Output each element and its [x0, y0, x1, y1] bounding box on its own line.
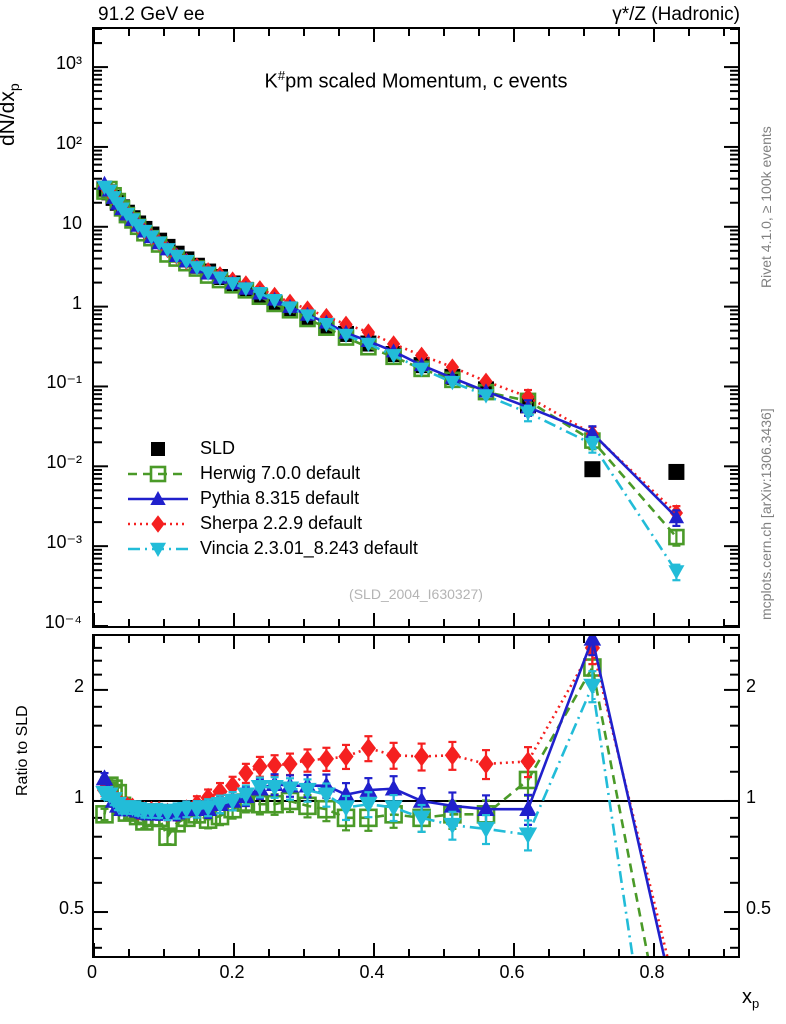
- y-axis-label-main-text: dN/dx: [0, 91, 19, 146]
- plot-title: K#pm scaled Momentum, c events: [92, 68, 740, 94]
- y-axis-label-main-sub: p: [6, 83, 23, 92]
- legend-marker-square-filled-icon: [126, 438, 190, 460]
- legend-marker-diamond-icon: [126, 513, 190, 535]
- legend-item[interactable]: Pythia 8.315 default: [126, 486, 418, 511]
- x-tick-label: 0.2: [219, 962, 245, 982]
- y-tick-label-main: 1: [71, 292, 82, 313]
- y-axis-label-main: dN/dxp: [0, 36, 22, 146]
- plot-title-superscript: #: [277, 68, 286, 83]
- header-right-process: γ*/Z (Hadronic): [612, 4, 740, 25]
- plot-title-rest: pm scaled Momentum, c events: [285, 70, 568, 93]
- y-axis-label-ratio: Ratio to SLD: [14, 705, 31, 796]
- y-tick-label-main: 10⁻¹: [46, 372, 82, 393]
- y-tick-label-ratio-left: 1: [73, 786, 84, 807]
- y-tick-label-ratio-left: 2: [73, 675, 84, 696]
- y-tick-label-ratio-right: 0.5: [746, 898, 772, 919]
- main-plot-panel: [92, 27, 740, 628]
- x-axis-label-sub: p: [752, 996, 760, 1011]
- legend-label: Herwig 7.0.0 default: [200, 463, 361, 483]
- analysis-id-watermark: (SLD_2004_I630327): [349, 586, 483, 602]
- ratio-plot-panel: [92, 634, 740, 958]
- legend-marker-square-open-icon: [126, 463, 190, 485]
- y-tick-label-ratio-right: 1: [746, 786, 757, 807]
- legend-marker-triangle-up-icon: [126, 488, 190, 510]
- y-tick-label-main: 10: [61, 212, 82, 233]
- y-tick-label-ratio-left: 0.5: [58, 898, 84, 919]
- y-tick-label-main: 10³: [55, 53, 82, 74]
- plot-title-prefix: K: [264, 70, 278, 93]
- legend-item[interactable]: Herwig 7.0.0 default: [126, 461, 418, 486]
- legend-label: SLD: [200, 438, 236, 458]
- legend-item[interactable]: Vincia 2.3.01_8.243 default: [126, 536, 418, 561]
- x-tick-label: 0.4: [359, 962, 385, 982]
- legend-item[interactable]: Sherpa 2.2.9 default: [126, 511, 418, 536]
- x-axis-label: xp: [742, 986, 759, 1011]
- y-tick-label-main: 10²: [55, 132, 82, 153]
- legend-label: Vincia 2.3.01_8.243 default: [200, 538, 418, 558]
- legend-label: Pythia 8.315 default: [200, 488, 360, 508]
- caption-mcplots-source: mcplots.cern.ch [arXiv:1306.3436]: [758, 408, 774, 620]
- header-left-beam-energy: 91.2 GeV ee: [98, 4, 205, 25]
- y-tick-label-ratio-right: 2: [746, 675, 757, 696]
- legend-item[interactable]: SLD: [126, 436, 418, 461]
- x-axis-label-text: x: [742, 986, 752, 1008]
- x-tick-label: 0: [86, 962, 97, 982]
- y-tick-label-main: 10⁻²: [46, 452, 82, 473]
- ratio-plot-canvas: [94, 636, 738, 956]
- main-plot-canvas: [94, 29, 738, 626]
- y-tick-label-main: 10⁻³: [46, 532, 82, 553]
- legend: SLD Herwig 7.0.0 default Pythia 8.315 defa…: [126, 436, 418, 561]
- legend-label: Sherpa 2.2.9 default: [200, 513, 363, 533]
- y-tick-label-main: 10⁻⁴: [44, 612, 82, 632]
- caption-rivet-version: Rivet 4.1.0, ≥ 100k events: [758, 126, 774, 288]
- legend-marker-triangle-down-icon: [126, 538, 190, 560]
- x-tick-label: 0.6: [499, 962, 525, 982]
- x-tick-label: 0.8: [639, 962, 665, 982]
